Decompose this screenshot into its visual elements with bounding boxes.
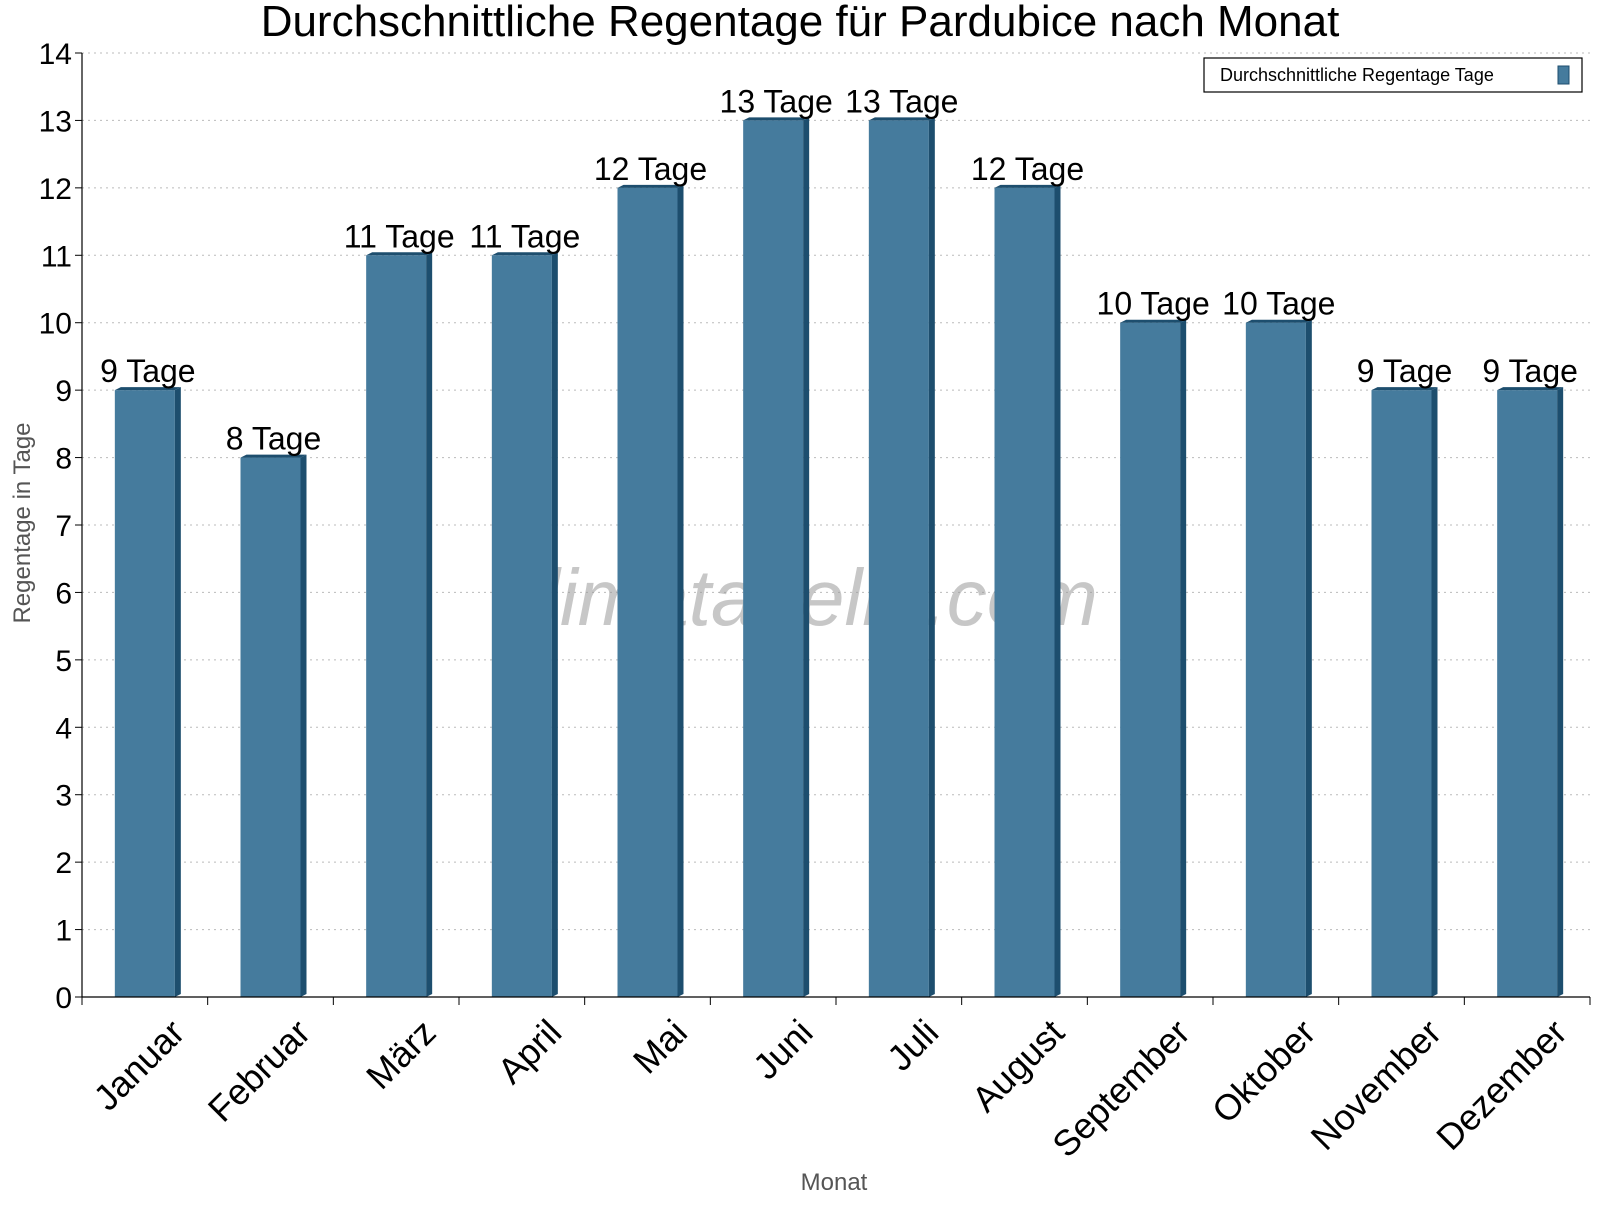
bar [1371,390,1432,998]
legend-entry-label: Durchschnittliche Regentage Tage [1220,65,1494,85]
bar-top [617,184,684,188]
bar [1120,322,1181,997]
bar-side [1054,184,1061,997]
bar-top [994,184,1061,188]
bar [868,120,929,997]
bar-side [803,117,810,997]
bar-value-label: 12 Tage [594,151,707,187]
y-tick-label: 7 [55,510,72,543]
bar-value-label: 13 Tage [845,83,958,119]
legend: Durchschnittliche Regentage Tage [1203,57,1583,93]
x-tick-label: November [1303,1011,1449,1157]
bar-side [1557,387,1564,998]
bar-value-label: 9 Tage [1482,353,1578,389]
y-tick-label: 5 [55,645,72,678]
legend-swatch [1557,65,1570,85]
bar-value-label: 10 Tage [1222,286,1335,322]
y-tick-label: 6 [55,577,72,610]
chart-title: Durchschnittliche Regentage für Pardubic… [261,0,1340,46]
x-axis-title: Monat [801,1169,868,1196]
bar-top [114,387,181,391]
x-tick-label: Juli [879,1011,946,1078]
bar-value-label: 13 Tage [720,83,833,119]
bar-side [300,454,307,998]
bar [114,390,175,998]
bar [366,255,427,998]
bar-side [426,252,433,998]
bar-top [366,252,433,256]
bar-value-label: 11 Tage [469,218,580,254]
y-tick-label: 0 [55,982,72,1015]
x-tick-label: August [964,1011,1072,1119]
bars-group [114,117,1564,998]
legend-box [1203,57,1583,93]
x-tick-label: Dezember [1428,1011,1574,1157]
bar-side [1431,387,1438,998]
y-tick-label: 14 [39,38,72,71]
bar [491,255,552,998]
x-tick-label: Mai [625,1011,695,1081]
x-tick-label: März [358,1011,444,1097]
bar [743,120,804,997]
y-tick-label: 13 [39,105,72,138]
gridlines [82,52,1590,931]
axes [75,52,1591,1005]
y-tick-label: 3 [55,780,72,813]
bar [1497,390,1558,998]
bar-side [677,184,684,997]
value-labels: 9 Tage 8 Tage 11 Tage 11 Tage 12 Tage 13 Tage… [100,83,1578,456]
x-tick-label: Februar [200,1011,318,1129]
y-tick-label: 11 [41,240,72,273]
y-tick-label: 2 [55,847,72,880]
y-tick-label: 8 [55,443,72,476]
bar-top [1497,387,1564,391]
bar [994,187,1055,997]
bar-value-label: 9 Tage [100,353,196,389]
x-tick-label: September [1044,1011,1198,1165]
bar-value-label: 10 Tage [1097,286,1210,322]
y-tick-label: 9 [55,375,72,408]
bar-top [240,454,307,458]
bar-side [928,117,935,997]
bar-value-label: 9 Tage [1357,353,1453,389]
x-tick-label: Oktober [1204,1011,1324,1131]
x-tick-label: April [489,1011,569,1091]
bar [1245,322,1306,997]
y-tick-label: 1 [55,915,72,948]
bar [617,187,678,997]
y-tick-label: 4 [55,712,72,745]
bar-top [1371,387,1438,391]
bar-value-label: 11 Tage [344,218,455,254]
bar-top [1120,319,1187,323]
x-tick-label: Juni [745,1011,821,1087]
bar-value-label: 12 Tage [971,151,1084,187]
x-tick-label: Januar [85,1011,192,1118]
bar-side [174,387,181,998]
bar-side [1180,319,1187,997]
y-tick-label: 10 [39,308,72,341]
y-tick-label: 12 [39,173,72,206]
bar-side [551,252,558,998]
bar-top [743,117,810,121]
bar-side [1305,319,1312,997]
y-axis-title: Regentage in Tage [9,422,36,623]
bar-top [868,117,935,121]
bar-top [491,252,558,256]
bar-value-label: 8 Tage [226,421,322,457]
bar [240,457,301,998]
bar-top [1245,319,1312,323]
